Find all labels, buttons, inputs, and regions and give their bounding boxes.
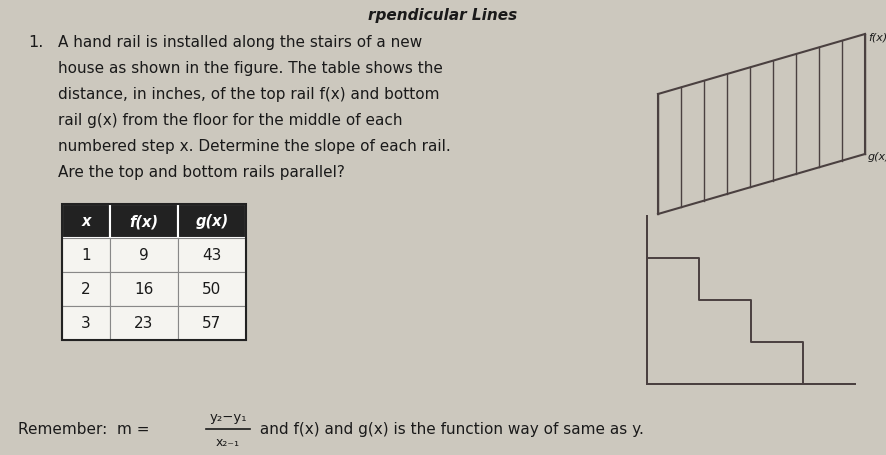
- Text: x₂₋₁: x₂₋₁: [216, 435, 240, 449]
- Text: g(x): g(x): [195, 214, 229, 229]
- Bar: [110, 306, 178, 340]
- Bar: [62, 306, 110, 340]
- Text: y₂−y₁: y₂−y₁: [209, 410, 246, 424]
- Text: Are the top and bottom rails parallel?: Are the top and bottom rails parallel?: [58, 165, 345, 180]
- Text: rail g(x) from the floor for the middle of each: rail g(x) from the floor for the middle …: [58, 113, 402, 128]
- Text: f(x): f(x): [129, 214, 159, 229]
- Text: house as shown in the figure. The table shows the: house as shown in the figure. The table …: [58, 61, 442, 76]
- Bar: [62, 205, 245, 340]
- Text: and f(x) and g(x) is the function way of same as y.: and f(x) and g(x) is the function way of…: [254, 422, 643, 436]
- Text: g(x): g(x): [867, 152, 886, 162]
- Text: 50: 50: [202, 282, 222, 297]
- Text: 2: 2: [82, 282, 90, 297]
- Text: x: x: [82, 214, 90, 229]
- Text: 1.: 1.: [28, 35, 43, 50]
- Bar: [62, 205, 110, 238]
- Text: 3: 3: [81, 316, 90, 331]
- Text: numbered step x. Determine the slope of each rail.: numbered step x. Determine the slope of …: [58, 139, 450, 154]
- Text: 9: 9: [139, 248, 149, 263]
- Text: Remember:  m =: Remember: m =: [18, 422, 150, 436]
- Bar: [110, 205, 178, 238]
- Bar: [178, 238, 245, 273]
- Bar: [110, 238, 178, 273]
- Bar: [62, 273, 110, 306]
- Text: f(x): f(x): [867, 32, 886, 42]
- Bar: [178, 205, 245, 238]
- Bar: [178, 273, 245, 306]
- Bar: [110, 273, 178, 306]
- Text: distance, in inches, of the top rail f(x) and bottom: distance, in inches, of the top rail f(x…: [58, 87, 439, 102]
- Bar: [178, 306, 245, 340]
- Bar: [62, 238, 110, 273]
- Text: 23: 23: [134, 316, 153, 331]
- Text: 1: 1: [82, 248, 90, 263]
- Text: A hand rail is installed along the stairs of a new: A hand rail is installed along the stair…: [58, 35, 422, 50]
- Text: 16: 16: [134, 282, 153, 297]
- Text: 57: 57: [202, 316, 222, 331]
- Text: rpendicular Lines: rpendicular Lines: [368, 8, 517, 23]
- Text: 43: 43: [202, 248, 222, 263]
